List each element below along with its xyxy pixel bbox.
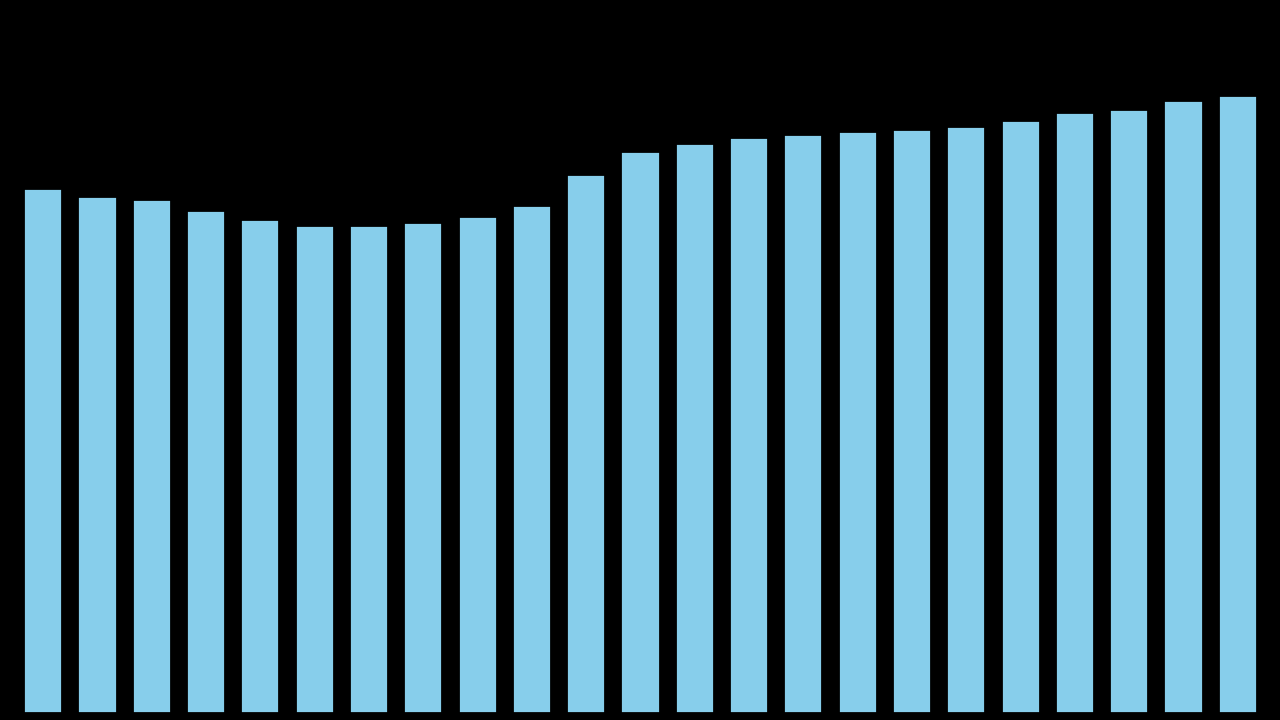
Bar [294, 225, 334, 713]
Bar [512, 204, 550, 713]
Bar [77, 197, 116, 713]
Bar [241, 219, 279, 713]
Bar [23, 188, 63, 713]
Bar [566, 174, 605, 713]
Bar [1217, 95, 1257, 713]
Bar [1055, 112, 1094, 713]
Bar [675, 143, 714, 713]
Bar [186, 210, 225, 713]
Bar [892, 129, 931, 713]
Bar [946, 126, 986, 713]
Bar [783, 134, 823, 713]
Bar [1164, 100, 1203, 713]
Bar [349, 225, 388, 713]
Bar [730, 137, 768, 713]
Bar [621, 151, 659, 713]
Bar [132, 199, 170, 713]
Bar [837, 131, 877, 713]
Bar [1001, 120, 1039, 713]
Bar [457, 216, 497, 713]
Bar [403, 222, 443, 713]
Bar [1110, 109, 1148, 713]
